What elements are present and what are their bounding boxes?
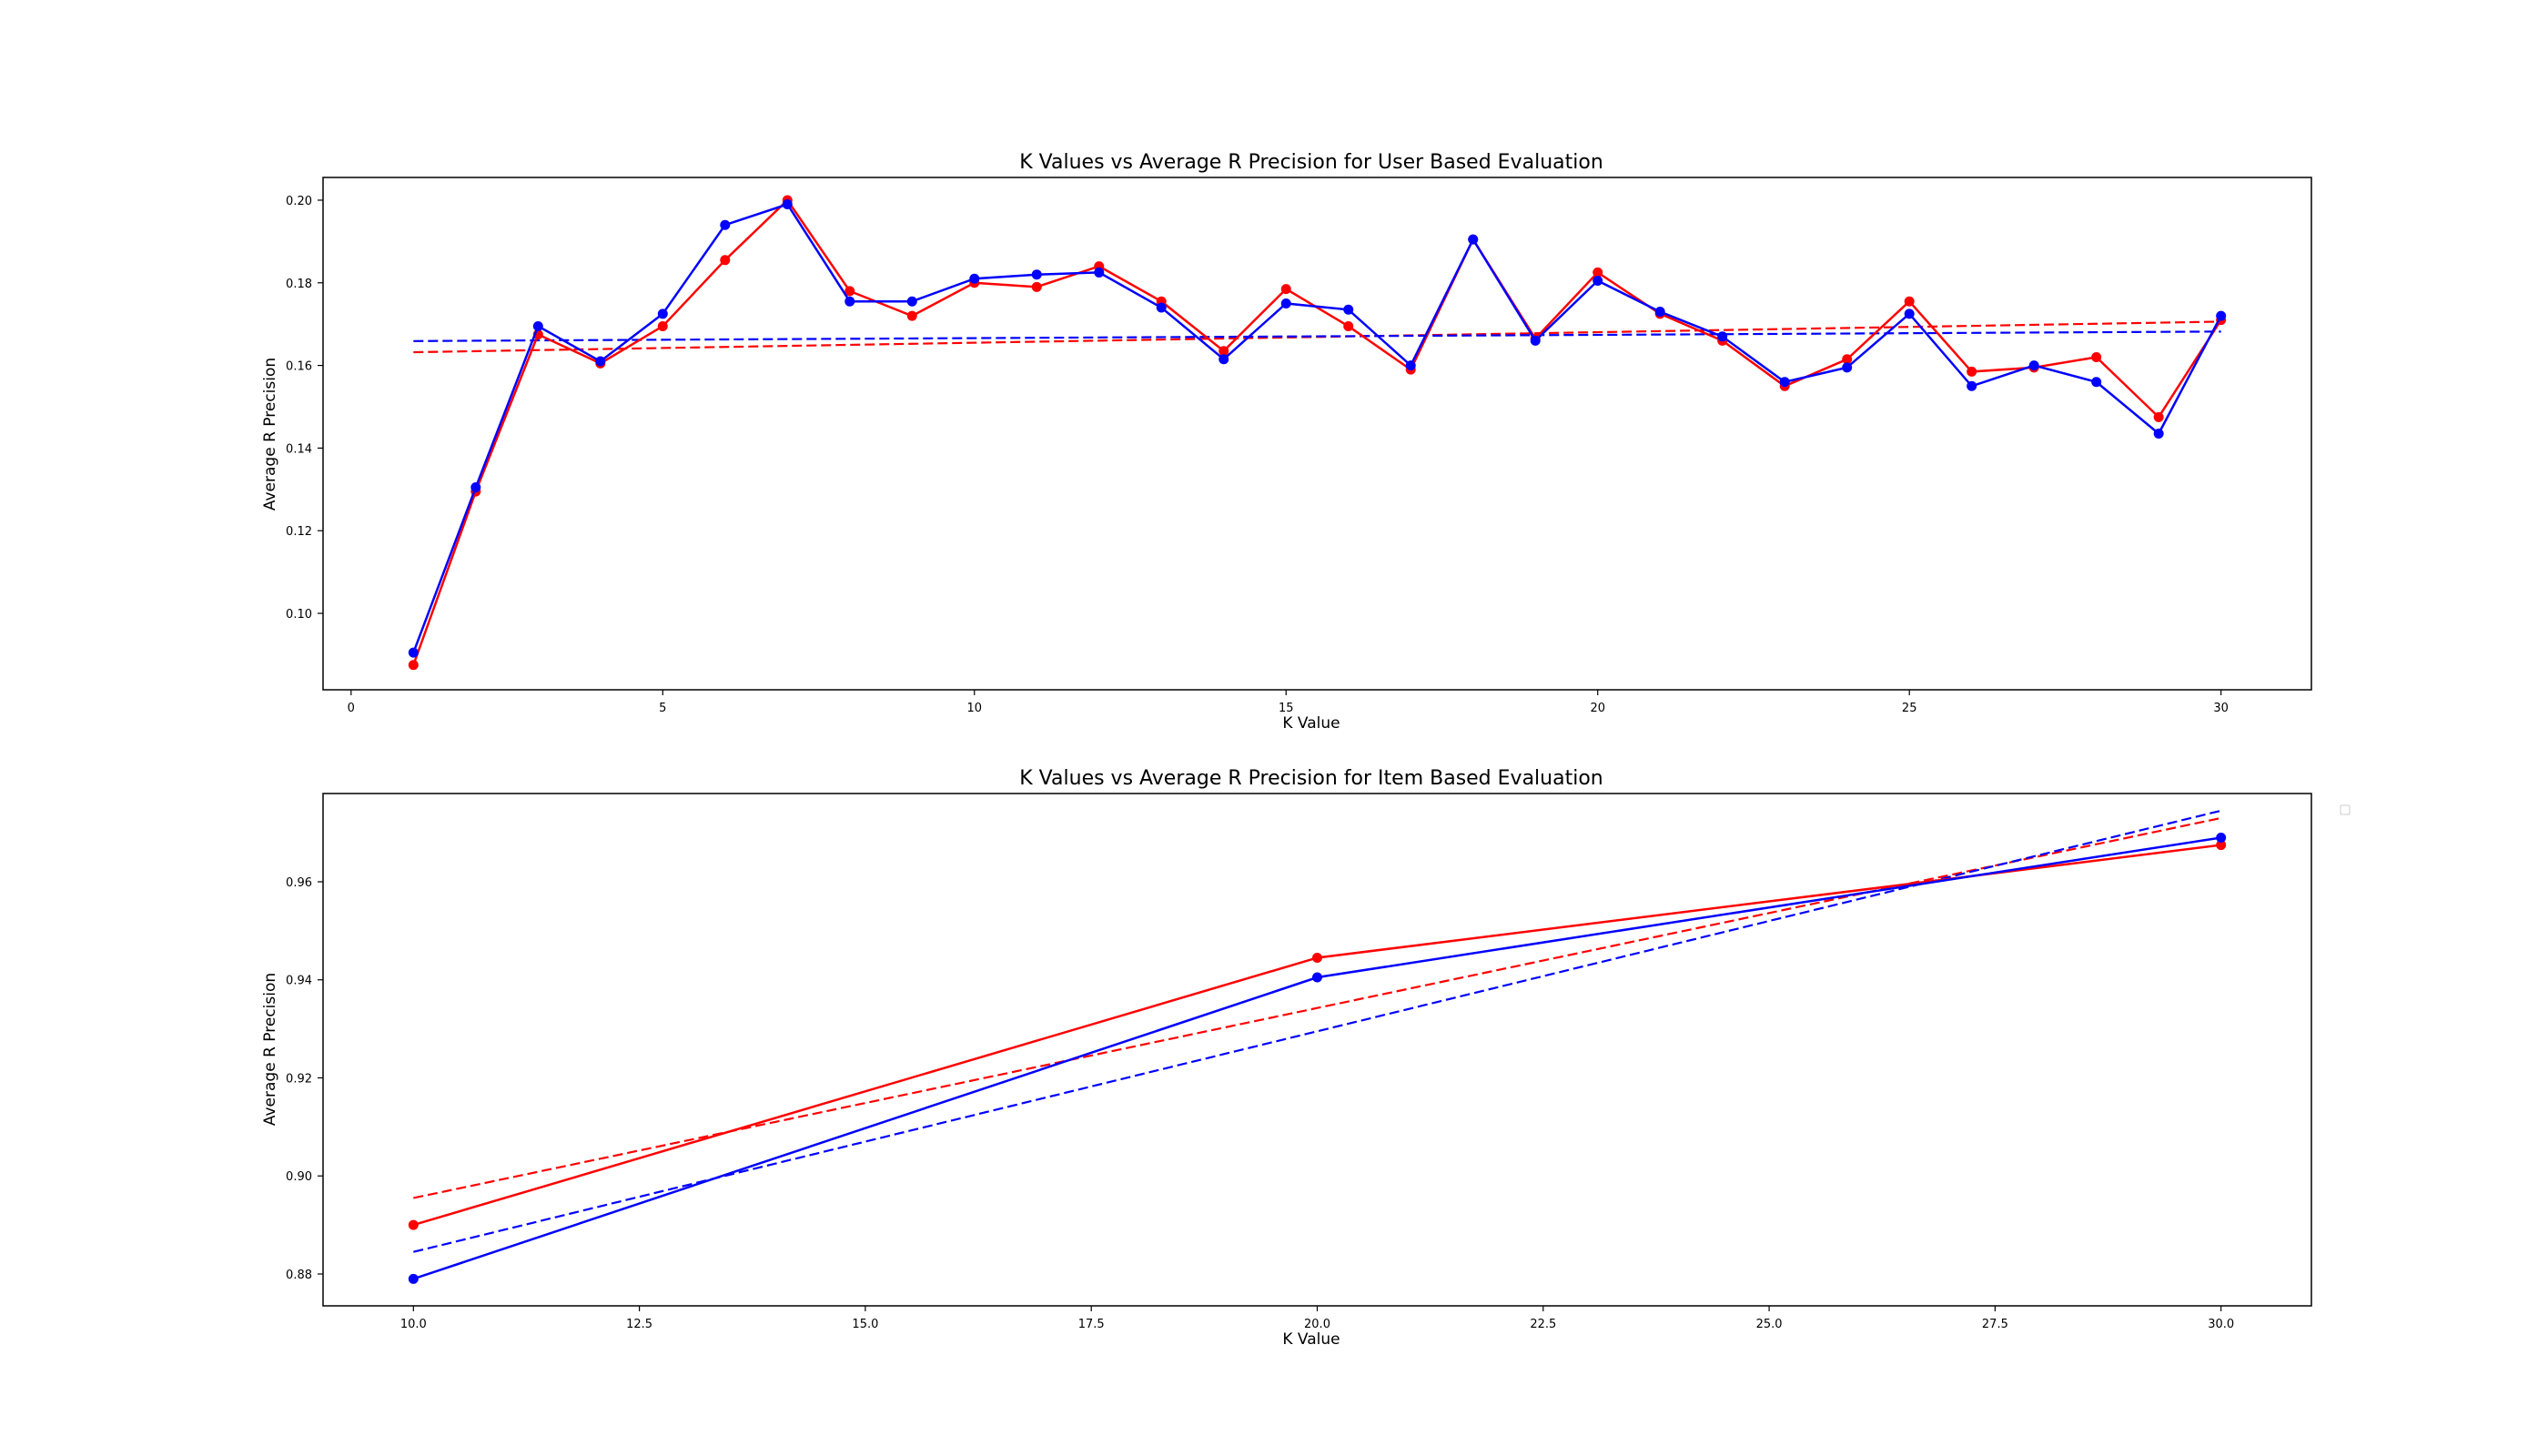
data-point: [2153, 411, 2164, 422]
x-tick-label: 25: [1902, 702, 1917, 715]
data-point: [1904, 308, 1915, 319]
data-point: [1530, 335, 1541, 346]
x-tick-label: 0: [348, 702, 355, 715]
x-tick-label: 20.0: [1304, 1318, 1330, 1331]
x-tick-label: 20: [1590, 702, 1605, 715]
x-axis-label: K Value: [1282, 1330, 1340, 1349]
y-tick-label: 0.88: [286, 1269, 312, 1282]
y-axis-label: Average R Precision: [261, 973, 279, 1126]
data-point: [969, 273, 980, 284]
x-tick-label: 5: [659, 702, 666, 715]
trend-line-0: [413, 816, 2221, 1199]
data-point: [1031, 269, 1042, 280]
data-point: [1592, 276, 1603, 287]
data-point: [1280, 298, 1291, 308]
axes-frame: [322, 177, 2312, 691]
data-point: [595, 356, 606, 367]
y-tick-label: 0.92: [286, 1072, 312, 1086]
tick-group: 10.0 12.5 15.0 17.5 20.0 22.5 25.0 27.5 30.0 0.88…: [286, 876, 2234, 1331]
data-point: [2091, 377, 2102, 388]
data-point: [906, 310, 917, 321]
data-point: [408, 1273, 419, 1284]
y-tick-label: 0.12: [286, 525, 312, 539]
y-tick-label: 0.90: [286, 1170, 312, 1184]
data-point: [1218, 346, 1229, 357]
data-point: [2091, 352, 2102, 363]
data-point: [1280, 284, 1291, 295]
data-point: [1592, 267, 1603, 278]
axes-frame: [322, 793, 2312, 1307]
data-point: [782, 199, 793, 210]
user-based-chart: K Values vs Average R Precision for User…: [261, 151, 2312, 733]
trend-line-1: [413, 330, 2221, 342]
y-tick-label: 0.96: [286, 876, 312, 890]
x-tick-label: 15.0: [852, 1318, 878, 1331]
y-tick-label: 0.16: [286, 360, 312, 374]
x-tick-label: 10.0: [400, 1318, 427, 1331]
x-tick-label: 25.0: [1756, 1318, 1783, 1331]
tick-group: 0 5 10 15 20 25 30 0.10 0.12 0.14 0.16 0.18 0.20: [286, 195, 2229, 715]
data-point: [2216, 310, 2227, 321]
data-point: [844, 296, 855, 307]
plot-area: [408, 195, 2227, 671]
legend-box: [2340, 804, 2351, 815]
x-tick-label: 30: [2213, 702, 2229, 715]
y-tick-label: 0.94: [286, 975, 312, 988]
data-point: [408, 1219, 419, 1230]
data-point: [408, 660, 419, 671]
data-point: [844, 286, 855, 297]
item-based-chart: K Values vs Average R Precision for Item…: [261, 767, 2312, 1349]
data-point: [1094, 267, 1105, 278]
data-point: [2216, 840, 2227, 851]
data-point: [1218, 354, 1229, 365]
data-point: [906, 296, 917, 307]
data-point: [532, 320, 543, 331]
data-point: [1967, 366, 1977, 377]
data-point: [1842, 354, 1853, 365]
data-point: [720, 255, 731, 266]
x-tick-label: 30.0: [2208, 1318, 2234, 1331]
data-point: [1156, 302, 1167, 313]
data-point: [657, 308, 668, 319]
x-axis-label: K Value: [1282, 714, 1340, 733]
data-point: [657, 320, 668, 331]
data-point: [1343, 320, 1354, 331]
chart-title: K Values vs Average R Precision for Item…: [1019, 767, 1603, 790]
data-point: [1654, 307, 1665, 318]
x-tick-label: 12.5: [626, 1318, 652, 1331]
data-point: [1779, 377, 1790, 388]
data-point: [1904, 296, 1915, 307]
y-tick-label: 0.18: [286, 278, 312, 291]
x-tick-label: 22.5: [1530, 1318, 1556, 1331]
y-tick-label: 0.14: [286, 442, 312, 456]
y-tick-label: 0.10: [286, 608, 312, 622]
data-point: [1031, 281, 1042, 292]
data-point: [720, 219, 731, 230]
data-point: [1343, 304, 1354, 315]
x-tick-label: 17.5: [1078, 1318, 1105, 1331]
series-line-1: [412, 203, 2222, 653]
data-point: [1842, 362, 1853, 373]
y-tick-label: 0.20: [286, 195, 312, 208]
data-point: [2216, 832, 2227, 843]
plot-area: [408, 809, 2227, 1284]
data-point: [1468, 234, 1479, 245]
data-point: [1717, 331, 1728, 342]
data-point: [1312, 952, 1322, 963]
data-point: [470, 482, 481, 493]
data-point: [1405, 360, 1416, 371]
y-axis-label: Average R Precision: [261, 358, 279, 511]
data-point: [1312, 972, 1322, 983]
x-tick-label: 15: [1279, 702, 1294, 715]
chart-title: K Values vs Average R Precision for User…: [1019, 151, 1603, 174]
x-tick-label: 10: [967, 702, 983, 715]
data-point: [2028, 360, 2039, 371]
data-point: [408, 647, 419, 658]
data-point: [1967, 380, 1977, 391]
data-point: [2153, 429, 2164, 439]
x-tick-label: 27.5: [1982, 1318, 2008, 1331]
